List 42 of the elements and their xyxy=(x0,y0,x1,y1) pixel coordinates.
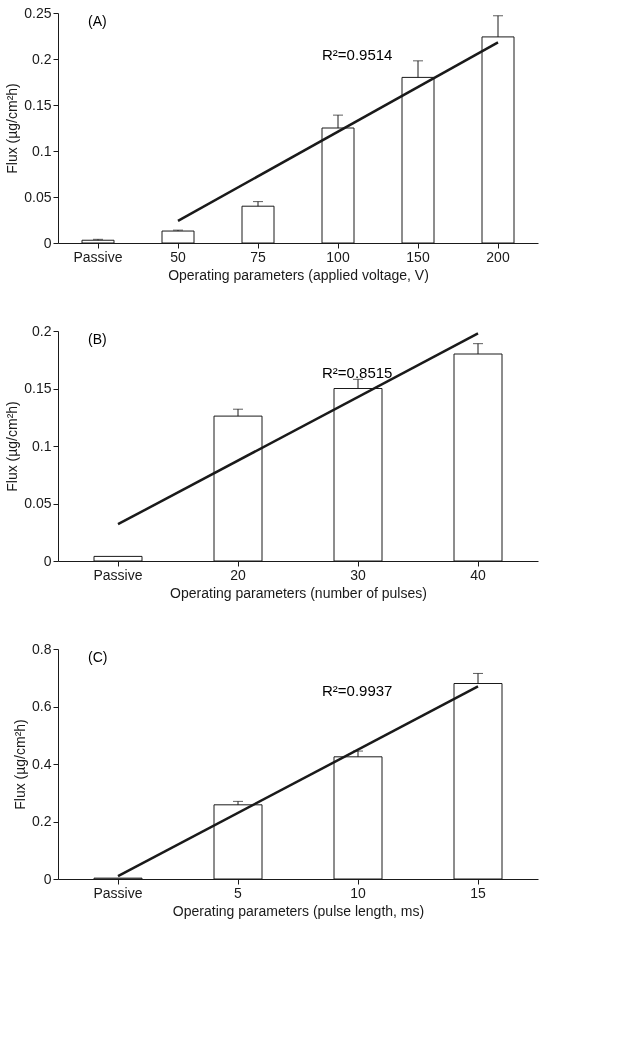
x-tick-label: 75 xyxy=(250,248,266,265)
x-tick-label: 50 xyxy=(170,248,186,265)
y-tick-label: 0.05 xyxy=(24,495,52,511)
y-tick-label: 0.25 xyxy=(24,4,52,21)
annotation: R²=0.8515 xyxy=(322,363,393,381)
y-axis-title: Flux (µg/cm²h) xyxy=(12,719,29,810)
x-axis-title: Operating parameters (applied voltage, V) xyxy=(168,266,429,283)
y-axis-title: Flux (µg/cm²h) xyxy=(4,401,21,492)
y-tick-label: 0.15 xyxy=(24,96,52,113)
y-tick-label: 0.2 xyxy=(32,813,52,829)
x-tick-label: Passive xyxy=(73,248,123,265)
x-tick-label: 100 xyxy=(326,248,350,265)
x-axis-title: Operating parameters (pulse length, ms) xyxy=(172,902,425,919)
x-tick-label: Passive xyxy=(93,884,143,901)
annotation: (A) xyxy=(88,13,107,29)
y-tick-label: 0 xyxy=(43,870,52,887)
x-tick-label: 40 xyxy=(470,566,486,583)
y-tick-label: 0.05 xyxy=(24,188,52,205)
x-tick-label: 30 xyxy=(350,566,366,583)
y-tick-label: 0.4 xyxy=(32,755,52,772)
x-tick-label: 5 xyxy=(234,884,243,901)
annotation: (C) xyxy=(88,649,108,665)
y-tick-label: 0 xyxy=(43,234,52,251)
annotation: (B) xyxy=(88,331,107,347)
annotation: R²=0.9937 xyxy=(322,681,393,699)
x-tick-label: Passive xyxy=(93,566,143,583)
y-axis-title: Flux (µg/cm²h) xyxy=(4,83,21,174)
y-tick-label: 0.2 xyxy=(32,50,52,67)
x-tick-label: 200 xyxy=(486,248,510,265)
x-axis-title: Operating parameters (number of pulses) xyxy=(170,584,427,601)
y-tick-label: 0.1 xyxy=(32,437,52,454)
y-tick-label: 0 xyxy=(43,552,52,569)
x-tick-label: 150 xyxy=(406,248,430,265)
x-tick-label: 15 xyxy=(470,884,486,901)
x-tick-label: 20 xyxy=(230,566,246,583)
y-tick-label: 0.15 xyxy=(24,380,52,396)
y-tick-label: 0.2 xyxy=(32,322,52,339)
y-tick-label: 0.1 xyxy=(32,142,52,159)
annotation: R²=0.9514 xyxy=(322,45,393,63)
y-tick-label: 0.8 xyxy=(32,640,52,657)
x-tick-label: 10 xyxy=(350,884,366,901)
y-tick-label: 0.6 xyxy=(32,698,52,714)
